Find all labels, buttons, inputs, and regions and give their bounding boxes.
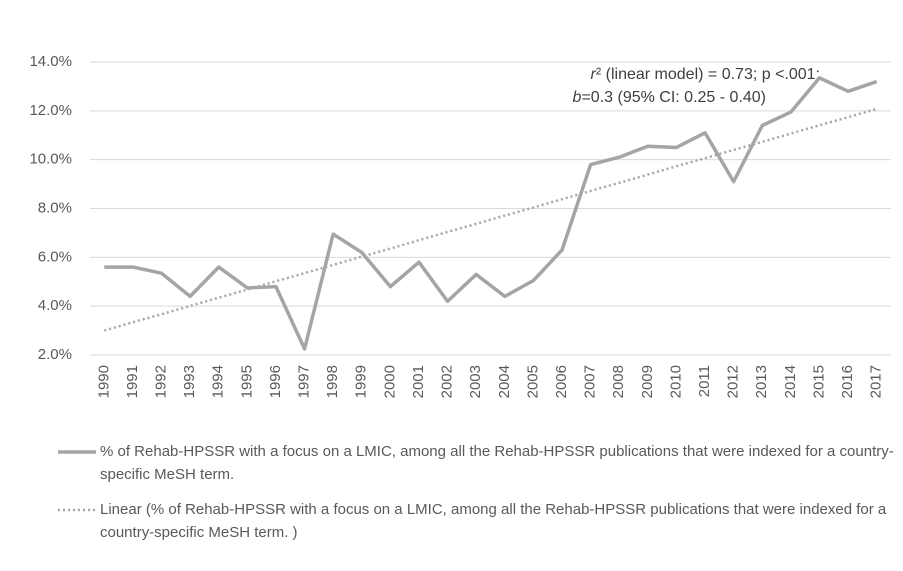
annotation-part: b (573, 89, 582, 106)
x-tick-label: 2010 (667, 365, 684, 398)
x-tick-label: 1993 (181, 365, 198, 398)
x-tick-label: 2011 (696, 365, 713, 397)
annotation-part: =0.3 (95% CI: 0.25 - 0.40) (581, 89, 766, 106)
x-tick-label: 2004 (496, 365, 513, 398)
legend-entry: Linear (% of Rehab-HPSSR with a focus on… (0, 498, 903, 544)
y-tick-label: 8.0% (38, 199, 72, 216)
x-tick-label: 2001 (410, 365, 427, 398)
x-tick-label: 2009 (639, 365, 656, 398)
x-tick-label: 1995 (238, 365, 255, 398)
y-tick-label: 2.0% (38, 346, 72, 363)
x-tick-label: 2007 (582, 365, 599, 398)
annotation-part: r (591, 66, 597, 83)
legend-swatch (58, 508, 96, 512)
x-tick-label: 1994 (210, 365, 227, 398)
x-tick-label: 2016 (839, 365, 856, 398)
annotation: r² (linear model) = 0.73; p <.001; (591, 66, 820, 83)
annotation-part: ² (linear model) = 0.73; p <.001; (596, 66, 820, 83)
x-tick-label: 2000 (381, 365, 398, 398)
x-tick-label: 2014 (782, 365, 799, 398)
x-tick-label: 2003 (467, 365, 484, 398)
legend-entry: % of Rehab-HPSSR with a focus on a LMIC,… (0, 440, 903, 486)
plot: 2017 2016 2015 2014 2013 2012 2011 2010 2009 2008… (29, 53, 891, 398)
x-tick-label: 1990 (95, 365, 112, 398)
y-tick-label: 6.0% (38, 248, 72, 265)
x-tick-label: 1992 (152, 365, 169, 398)
x-tick-label: 1997 (296, 365, 313, 398)
legend-label: % of Rehab-HPSSR with a focus on a LMIC,… (100, 443, 894, 483)
series-line (104, 76, 878, 351)
x-tick-label: 1991 (124, 365, 141, 398)
legend-label: Linear (% of Rehab-HPSSR with a focus on… (100, 501, 887, 541)
x-tick-label: 2006 (553, 365, 570, 398)
y-tick-label: 14.0% (29, 53, 72, 70)
legend-swatch (58, 450, 96, 454)
x-tick-label: 2008 (610, 365, 627, 398)
x-tick-label: 2017 (868, 365, 885, 398)
y-tick-label: 12.0% (29, 102, 72, 119)
x-tick-label: 2013 (753, 365, 770, 398)
x-tick-label: 2015 (810, 365, 827, 398)
x-tick-label: 1999 (353, 365, 370, 398)
x-tick-label: 2012 (725, 365, 742, 398)
x-tick-label: 1996 (267, 365, 284, 398)
x-tick-label: 1998 (324, 365, 341, 398)
x-tick-label: 2005 (524, 365, 541, 398)
annotation: b=0.3 (95% CI: 0.25 - 0.40) (573, 89, 766, 106)
y-tick-label: 10.0% (29, 151, 72, 168)
legend: % of Rehab-HPSSR with a focus on a LMIC,… (0, 440, 903, 556)
y-tick-label: 4.0% (38, 297, 72, 314)
x-tick-label: 2002 (439, 365, 456, 398)
series-line (103, 107, 878, 332)
